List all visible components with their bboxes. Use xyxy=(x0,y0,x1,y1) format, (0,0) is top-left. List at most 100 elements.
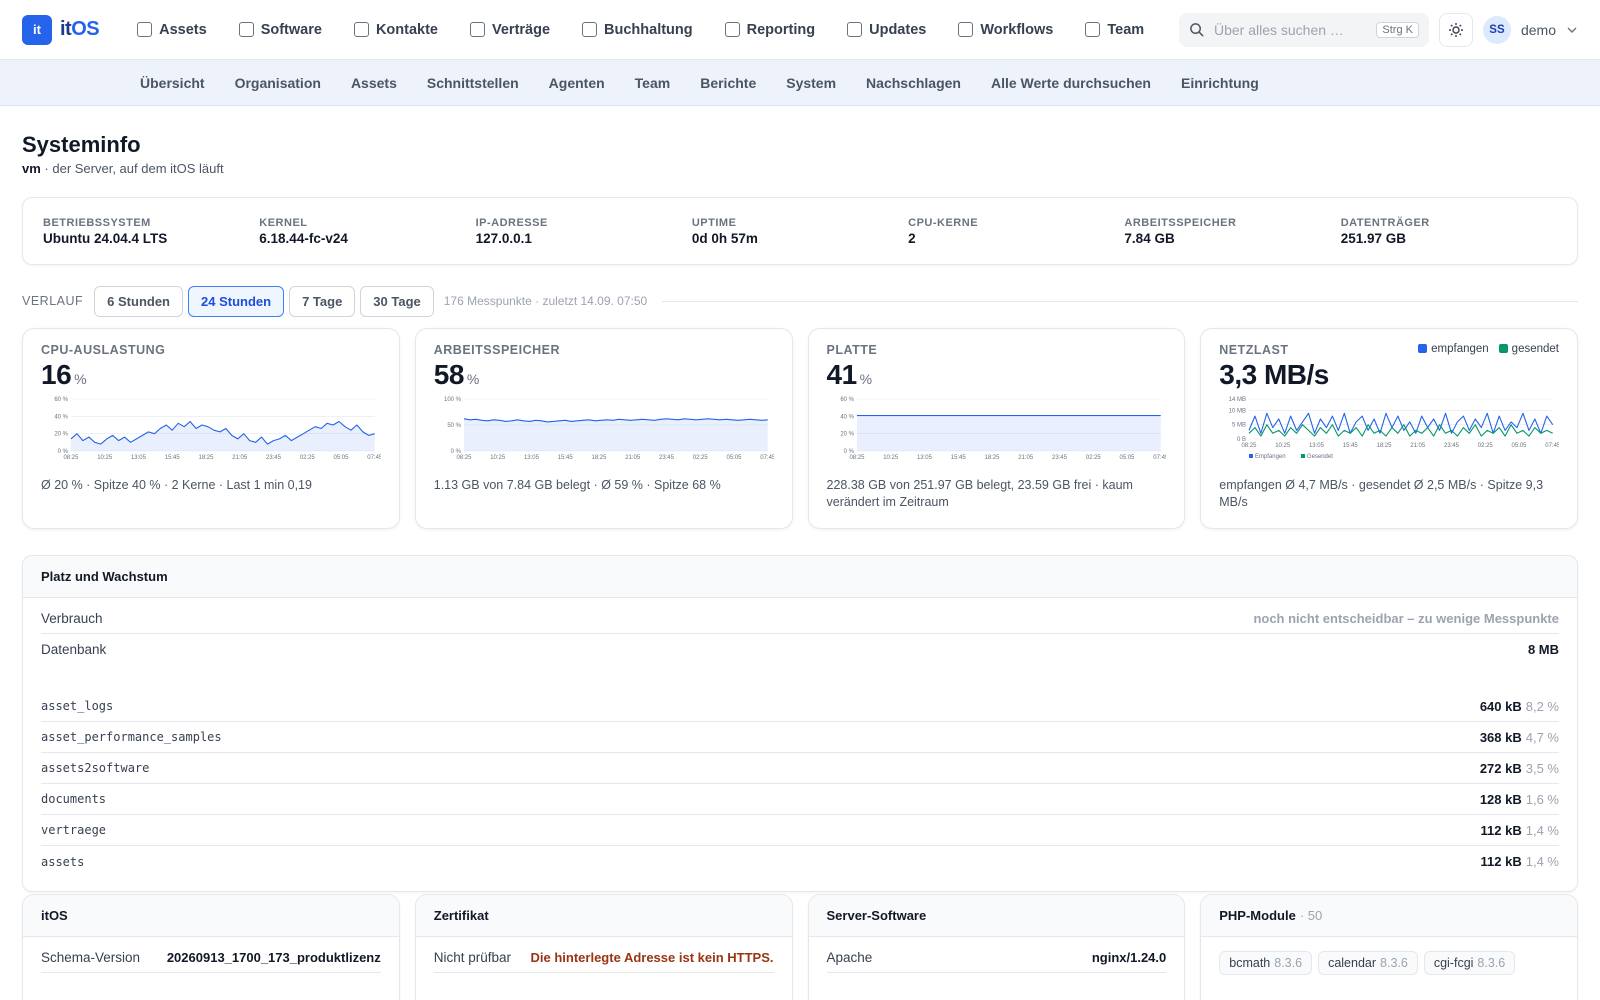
sub-nav-item[interactable]: Schnittstellen xyxy=(426,74,519,91)
range-button[interactable]: 30 Tage xyxy=(360,285,434,317)
x-tick-label: 15:45 xyxy=(165,455,181,461)
y-tick-label: 0 % xyxy=(58,449,69,455)
history-label: VERLAUF xyxy=(22,294,84,308)
fact-label: UPTIME xyxy=(691,216,737,229)
sub-nav: Übersicht Organisation Assets Schnittstelle… xyxy=(0,60,1600,106)
row: Schema-Version 20260913_1700_173_produktl… xyxy=(41,942,381,973)
fact-value: 0d 0h 57m xyxy=(691,230,758,246)
sub-nav-item[interactable]: Alle Werte durchsuchen xyxy=(990,74,1151,91)
logo[interactable]: it xyxy=(22,14,52,45)
module-version: 8.3.6 xyxy=(1274,956,1303,970)
row-label: Verbrauch xyxy=(41,610,103,626)
nav-item[interactable]: Verträge xyxy=(469,22,550,38)
row-label: Apache xyxy=(826,949,873,965)
host: vm xyxy=(22,161,41,176)
panel-header: itOS xyxy=(23,895,399,937)
card-value: 16% xyxy=(41,359,381,391)
legend-label: Gesendet xyxy=(1307,454,1333,460)
module-version: 8.3.6 xyxy=(1380,956,1408,970)
metric-card: ARBEITSSPEICHER 58% 0 % 50 % 100 % 08:25 10:25… xyxy=(414,328,793,529)
table-share: 1,4 % xyxy=(1525,854,1559,869)
line xyxy=(70,420,375,445)
legend-label: empfangen xyxy=(1431,343,1489,355)
legend-item: gesendet xyxy=(1498,343,1559,355)
nav-item[interactable]: Reporting xyxy=(724,22,815,38)
search-box[interactable]: Über alles suchen … Strg K xyxy=(1178,12,1429,47)
x-tick-label: 05:05 xyxy=(334,455,350,461)
y-tick-label: 10 MB xyxy=(1229,408,1246,414)
page-title: Systeminfo xyxy=(22,132,141,157)
x-tick-label: 23:45 xyxy=(659,455,675,461)
card-title: NETZLAST xyxy=(1219,343,1289,357)
card-title: CPU-AUSLASTUNG xyxy=(41,343,166,357)
brand-part: OS xyxy=(71,18,100,40)
sparkline-chart: 0 % 20 % 40 % 60 % 08:25 10:25 13:05 15:45 18:25… xyxy=(840,397,1166,461)
table-row: assets 112 kB 1,4 % xyxy=(41,846,1559,877)
sun-icon xyxy=(1448,22,1463,37)
nav-item[interactable]: Updates xyxy=(847,22,926,38)
sub-nav-item[interactable]: Team xyxy=(634,74,671,91)
fact: IP-ADRESSE 127.0.0.1 xyxy=(476,217,692,246)
avatar[interactable]: SS xyxy=(1482,15,1511,44)
sub-nav-item[interactable]: Berichte xyxy=(700,74,757,91)
nav-item[interactable]: Software xyxy=(238,22,322,38)
table-row: assets2software 272 kB 3,5 % xyxy=(41,753,1559,784)
unit: % xyxy=(74,371,87,387)
info-panel: itOS Schema-Version 20260913_1700_173_prod… xyxy=(22,894,400,1000)
nav-item[interactable]: Buchhaltung xyxy=(582,22,693,38)
table-size: 272 kB xyxy=(1479,760,1522,776)
info-panel: Server-Software Apache nginx/1.24.0 xyxy=(807,894,1186,1000)
x-tick-label: 07:45 xyxy=(1153,455,1166,461)
x-tick-label: 15:45 xyxy=(950,455,966,461)
legend-swatch xyxy=(1418,344,1428,353)
nav-item[interactable]: Team xyxy=(1085,22,1144,38)
sub-nav-item[interactable]: Einrichtung xyxy=(1181,74,1259,91)
info-panel: Zertifikat Nicht prüfbar Die hinterlegte A… xyxy=(414,894,793,1000)
sub-nav-item[interactable]: Assets xyxy=(350,74,397,91)
unit: % xyxy=(859,371,872,387)
row: Apache nginx/1.24.0 xyxy=(826,942,1167,973)
nav-item[interactable]: Workflows xyxy=(958,22,1053,38)
table-size-wrap: 368 kB 4,7 % xyxy=(1480,730,1559,745)
fact-value: 6.18.44-fc-v24 xyxy=(259,230,348,246)
x-tick-label: 05:05 xyxy=(1512,443,1528,449)
sub-nav-item[interactable]: Organisation xyxy=(234,74,321,91)
sub-nav-item[interactable]: System xyxy=(786,74,837,91)
y-tick-label: 0 % xyxy=(450,449,461,455)
metric-card: NETZLAST empfangen gesendet 3,3 MB/s 0 B 5 MB… xyxy=(1200,328,1578,529)
info-panels: itOS Schema-Version 20260913_1700_173_prod… xyxy=(22,894,1578,1000)
panel-title: PHP-Module xyxy=(1219,908,1296,923)
metric-card: PLATTE 41% 0 % 20 % 40 % 60 % 08:25 10:25 13:05 1… xyxy=(807,328,1186,529)
table-row: asset_performance_samples 368 kB 4,7 % xyxy=(41,722,1559,753)
table-name: asset_logs xyxy=(41,699,114,713)
module-name: calendar xyxy=(1328,956,1377,970)
theme-toggle[interactable] xyxy=(1438,12,1473,47)
y-tick-label: 100 % xyxy=(444,397,462,403)
x-tick-label: 10:25 xyxy=(1275,443,1291,449)
y-tick-label: 5 MB xyxy=(1232,423,1246,429)
table-size-wrap: 112 kB 1,4 % xyxy=(1481,823,1559,838)
sub-nav-item[interactable]: Übersicht xyxy=(140,74,205,91)
fact: BETRIEBSSYSTEM Ubuntu 24.04.4 LTS xyxy=(43,217,259,246)
x-tick-label: 08:25 xyxy=(849,455,865,461)
sub-nav-item[interactable]: Agenten xyxy=(548,74,605,91)
divider xyxy=(662,300,1578,302)
panel-body: Apache nginx/1.24.0 xyxy=(809,937,1185,973)
table-name: asset_performance_samples xyxy=(41,730,222,744)
range-button[interactable]: 7 Tage xyxy=(289,285,356,317)
nav-item[interactable]: Assets xyxy=(137,22,207,38)
nav-item[interactable]: Kontakte xyxy=(353,22,438,38)
area xyxy=(856,415,1161,451)
storage-panel: Platz und Wachstum Verbrauch noch nicht en… xyxy=(22,555,1578,892)
range-button[interactable]: 6 Stunden xyxy=(94,285,183,317)
brand[interactable]: itOS xyxy=(60,18,100,41)
table-row: documents 128 kB 1,6 % xyxy=(41,784,1559,815)
x-tick-label: 23:45 xyxy=(266,455,282,461)
table-name: assets xyxy=(41,854,85,869)
panel-header: Platz und Wachstum xyxy=(23,556,1577,598)
user-name[interactable]: demo xyxy=(1520,21,1556,38)
x-tick-label: 21:05 xyxy=(232,455,248,461)
panel-header: PHP-Module · 50 xyxy=(1201,895,1577,937)
range-button[interactable]: 24 Stunden xyxy=(188,285,285,317)
sub-nav-item[interactable]: Nachschlagen xyxy=(866,74,961,91)
